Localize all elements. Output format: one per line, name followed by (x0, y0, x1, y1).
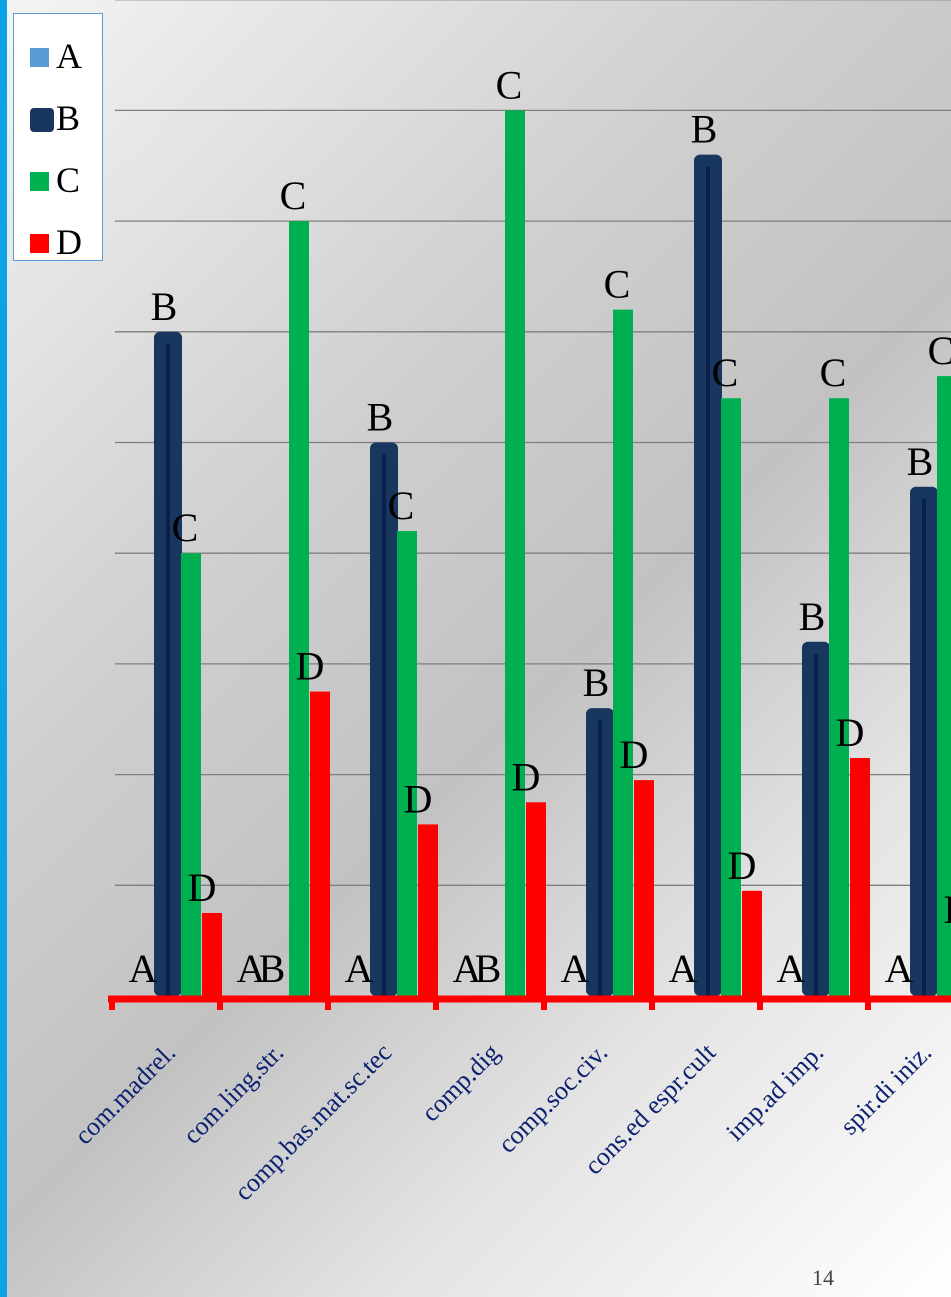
bar-c (505, 110, 525, 996)
data-label: A (237, 946, 266, 991)
bar-c (829, 398, 849, 997)
bar-d (526, 802, 546, 996)
data-label: C (712, 350, 739, 395)
data-label: C (496, 62, 523, 107)
slide-left-border (0, 0, 7, 1297)
data-label: C (820, 350, 847, 395)
data-labels: ABCDABCDABCDABCDABCDABCDABCDABCD (129, 62, 951, 991)
category-label: comp.dig (416, 1038, 505, 1127)
data-label: B (583, 660, 610, 705)
data-label: D (188, 865, 217, 910)
data-label: B (151, 284, 178, 329)
bar-d (850, 757, 870, 996)
legend-label-a: A (56, 36, 82, 76)
x-axis (108, 995, 951, 1010)
legend-swatch-b (30, 108, 54, 132)
data-label: A (885, 946, 914, 991)
chart-legend: A B C D (13, 13, 103, 261)
data-label: C (172, 505, 199, 550)
data-label: D (836, 710, 865, 755)
bar-d (634, 780, 654, 996)
legend-label-b: B (56, 98, 81, 138)
data-label: B (259, 946, 286, 991)
page-number: 14 (812, 1265, 834, 1290)
data-label: C (280, 173, 307, 218)
bar-d (742, 890, 762, 996)
data-label: A (345, 946, 374, 991)
legend-swatch-c (30, 172, 49, 191)
data-label: C (388, 483, 415, 528)
category-label: comp.soc.civ. (492, 1038, 613, 1159)
data-label: A (669, 946, 698, 991)
data-label: B (475, 946, 502, 991)
data-label: A (129, 946, 158, 991)
bar-c (181, 553, 201, 996)
bar-d (202, 912, 222, 996)
data-label: A (777, 946, 806, 991)
bar-c (721, 398, 741, 997)
bar-d (310, 691, 330, 996)
data-label: B (907, 439, 934, 484)
bar-d (418, 824, 438, 996)
legend-swatch-a (30, 48, 49, 67)
data-label: B (799, 594, 826, 639)
category-tick-labels: com.madrel.com.ling.str.comp.bas.mat.sc.… (69, 1037, 937, 1206)
bar-c (289, 221, 309, 997)
data-label: D (944, 887, 951, 932)
data-label: C (604, 262, 631, 307)
data-label: D (620, 732, 649, 777)
bars (154, 110, 951, 997)
data-label: A (561, 946, 590, 991)
bar-c (397, 531, 417, 996)
data-label: A (453, 946, 482, 991)
data-label: D (296, 644, 325, 689)
bar-c (613, 309, 633, 996)
data-label: C (928, 328, 951, 373)
data-label: B (367, 395, 394, 440)
data-label: D (512, 754, 541, 799)
category-label: com.madrel. (69, 1038, 181, 1150)
category-label: spir.di iniz. (835, 1038, 938, 1141)
legend-swatch-d (30, 234, 49, 253)
legend-label-c: C (56, 160, 81, 200)
category-label: com.ling.str. (177, 1038, 289, 1150)
legend-label-d: D (56, 222, 82, 262)
data-label: B (691, 107, 718, 152)
bar-c (937, 376, 951, 997)
category-label: imp.ad imp. (720, 1038, 829, 1147)
data-label: D (728, 843, 757, 888)
data-label: D (404, 776, 433, 821)
